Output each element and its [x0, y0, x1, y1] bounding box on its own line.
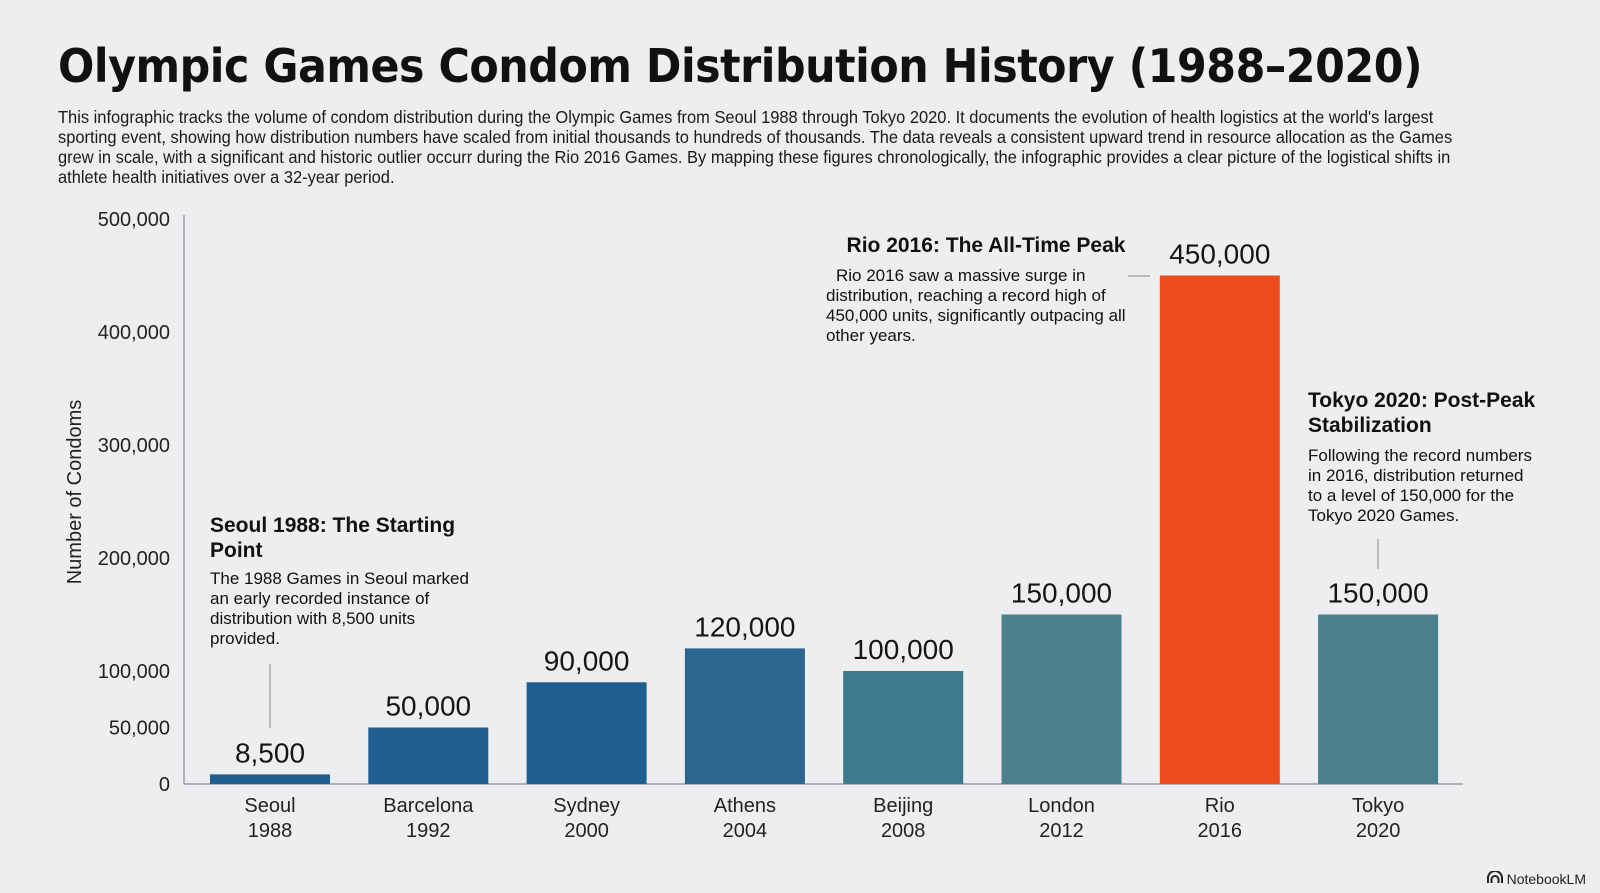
x-tick-label: Barcelona — [383, 795, 474, 817]
value-label: 120,000 — [694, 611, 795, 642]
annotation-tokyo-title: Tokyo 2020: Post-Peak Stabilization — [1308, 389, 1536, 437]
x-tick-year: 2004 — [723, 820, 768, 842]
page-description: This infographic tracks the volume of co… — [58, 107, 1453, 187]
y-tick-label: 500,000 — [98, 209, 170, 231]
bar-tokyo — [1318, 614, 1439, 784]
annotation-rio-title: Rio 2016: The All-Time Peak — [846, 234, 1126, 257]
y-tick-label: 400,000 — [98, 322, 170, 344]
y-tick-label: 50,000 — [109, 718, 170, 740]
annotation-rio: Rio 2016: The All-Time Peak Rio 2016 saw… — [826, 233, 1136, 346]
notebooklm-logo-icon — [1486, 870, 1503, 887]
value-label: 90,000 — [544, 645, 630, 676]
bar-sydney — [526, 682, 647, 784]
annotation-seoul-body: The 1988 Games in Seoul marked an early … — [210, 569, 469, 648]
bar-barcelona — [368, 727, 489, 784]
bar-athens — [684, 648, 805, 784]
x-tick-year: 2000 — [564, 820, 609, 842]
bar-beijing — [843, 671, 964, 784]
y-tick-label: 300,000 — [98, 435, 170, 457]
bar-london — [1001, 614, 1122, 784]
y-tick-label: 100,000 — [98, 661, 170, 683]
x-tick-year: 2016 — [1198, 820, 1243, 842]
bar-seoul — [210, 774, 330, 784]
value-label: 150,000 — [1327, 578, 1428, 609]
bar-rio — [1159, 275, 1280, 784]
value-label: 50,000 — [385, 691, 471, 722]
x-tick-year: 1992 — [406, 820, 451, 842]
brand-name: NotebookLM — [1506, 871, 1586, 887]
x-tick-labels: Seoul 1988 Barcelona 1992 Sydney 2000 Athens 20… — [244, 795, 1404, 842]
brand-watermark: NotebookLM — [1486, 870, 1586, 887]
annotation-seoul-title: Seoul 1988: The Starting Point — [210, 514, 456, 562]
page-title: Olympic Games Condom Distribution Histor… — [58, 39, 1423, 93]
x-tick-year: 2008 — [881, 820, 926, 842]
y-axis-label: Number of Condoms — [64, 400, 86, 585]
x-tick-label: Sydney — [553, 795, 620, 817]
value-label: 450,000 — [1169, 239, 1270, 270]
annotation-tokyo: Tokyo 2020: Post-Peak Stabilization Foll… — [1308, 388, 1538, 526]
x-tick-label: Seoul — [244, 795, 295, 817]
value-label: 8,500 — [235, 737, 305, 768]
x-tick-label: Tokyo — [1352, 795, 1404, 817]
bars — [210, 275, 1439, 784]
value-label: 150,000 — [1011, 578, 1112, 609]
x-tick-year: 2012 — [1039, 820, 1084, 842]
value-label: 100,000 — [853, 634, 954, 665]
annotation-tokyo-body: Following the record numbers in 2016, di… — [1308, 446, 1532, 525]
y-tick-label: 0 — [159, 774, 170, 796]
x-tick-year: 2020 — [1356, 820, 1401, 842]
value-labels: 8,500 50,000 90,000 120,000 100,000 150,000 45… — [235, 239, 1429, 769]
y-tick-label: 200,000 — [98, 548, 170, 570]
x-tick-label: Rio — [1205, 795, 1235, 817]
x-tick-label: Athens — [714, 795, 776, 817]
y-ticks: 0 50,000 100,000 200,000 300,000 400,000 500,0… — [98, 209, 170, 796]
x-tick-year: 1988 — [248, 820, 293, 842]
annotation-rio-body: Rio 2016 saw a massive surge in distribu… — [826, 266, 1126, 345]
x-tick-label: Beijing — [873, 795, 933, 817]
x-tick-label: London — [1028, 795, 1095, 817]
annotation-leaders — [269, 275, 1379, 728]
annotation-seoul: Seoul 1988: The Starting Point The 1988 … — [210, 513, 480, 649]
